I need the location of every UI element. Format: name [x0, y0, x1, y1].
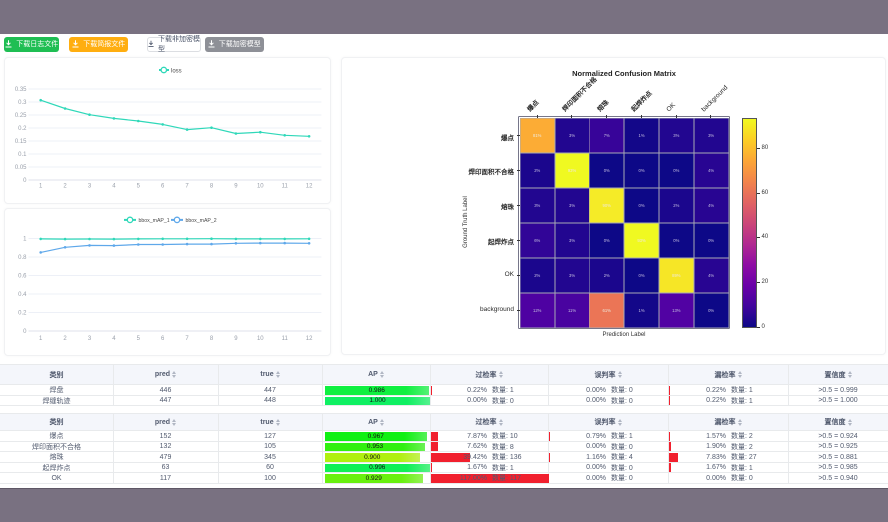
svg-text:0.3: 0.3 — [18, 100, 27, 106]
svg-text:bbox_mAP_2: bbox_mAP_2 — [186, 218, 217, 224]
svg-text:6: 6 — [161, 336, 165, 342]
svg-text:0.35: 0.35 — [15, 87, 27, 93]
svg-text:12: 12 — [306, 336, 313, 342]
svg-text:6: 6 — [161, 184, 165, 190]
svg-text:1: 1 — [39, 184, 43, 190]
svg-text:5: 5 — [137, 184, 141, 190]
svg-text:12: 12 — [306, 184, 313, 190]
svg-text:10: 10 — [257, 184, 264, 190]
svg-text:4: 4 — [112, 184, 116, 190]
svg-text:3: 3 — [88, 184, 92, 190]
svg-text:loss: loss — [171, 68, 182, 74]
svg-text:0.6: 0.6 — [18, 273, 27, 279]
svg-text:0.05: 0.05 — [15, 165, 27, 171]
svg-text:0.8: 0.8 — [18, 255, 27, 261]
svg-text:0.15: 0.15 — [15, 139, 27, 145]
svg-text:0: 0 — [23, 178, 27, 184]
svg-text:5: 5 — [137, 336, 141, 342]
svg-text:0.2: 0.2 — [18, 126, 27, 132]
svg-text:10: 10 — [257, 336, 264, 342]
svg-text:8: 8 — [210, 336, 214, 342]
svg-text:3: 3 — [88, 336, 92, 342]
svg-text:4: 4 — [112, 336, 116, 342]
svg-text:8: 8 — [210, 184, 214, 190]
svg-text:2: 2 — [63, 184, 67, 190]
svg-text:11: 11 — [282, 336, 289, 342]
svg-text:11: 11 — [282, 184, 289, 190]
svg-text:7: 7 — [185, 336, 189, 342]
svg-text:9: 9 — [234, 184, 238, 190]
svg-text:7: 7 — [185, 184, 189, 190]
svg-text:1: 1 — [23, 236, 27, 242]
svg-text:bbox_mAP_1: bbox_mAP_1 — [139, 218, 170, 224]
svg-text:1: 1 — [39, 336, 43, 342]
svg-text:2: 2 — [63, 336, 67, 342]
svg-text:0: 0 — [23, 329, 27, 335]
svg-text:0.2: 0.2 — [18, 310, 27, 316]
svg-text:0.4: 0.4 — [18, 292, 27, 298]
svg-text:0.1: 0.1 — [18, 152, 27, 158]
svg-text:9: 9 — [234, 336, 238, 342]
svg-text:0.25: 0.25 — [15, 113, 27, 119]
